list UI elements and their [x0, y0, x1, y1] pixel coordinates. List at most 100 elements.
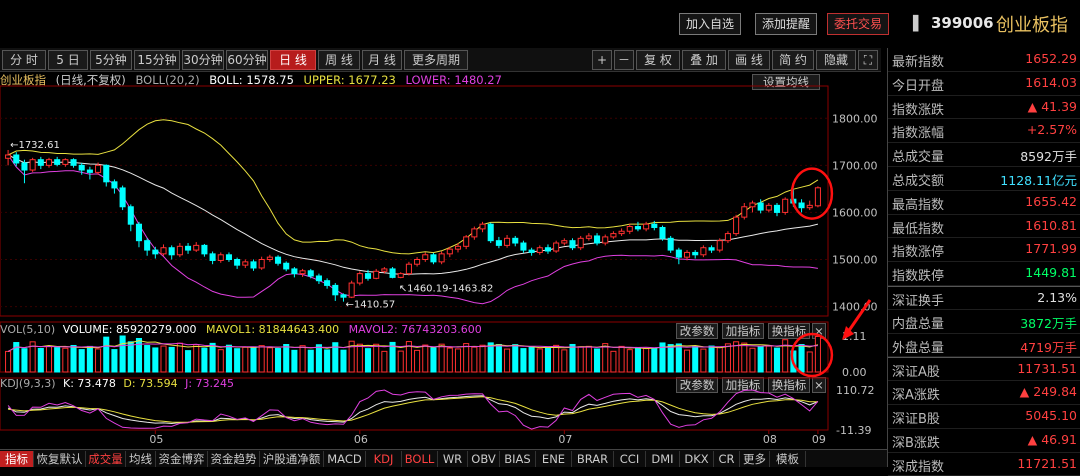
candle-body — [168, 247, 175, 256]
add-alert-button[interactable]: 添加提醒 — [755, 13, 817, 35]
candle-body — [651, 223, 658, 228]
indicator-tab[interactable]: 指标 — [0, 451, 34, 467]
period-tab-5day[interactable]: 5 日 — [48, 50, 88, 70]
candle-body — [5, 154, 12, 159]
period-tab-monthly[interactable]: 月 线 — [362, 50, 402, 70]
candle-body — [274, 256, 282, 264]
candle-body — [667, 237, 674, 251]
indicator-tab[interactable]: CCI — [614, 451, 646, 467]
indicator-tab[interactable]: 资金博弈 — [156, 451, 208, 467]
volume-bar — [553, 344, 560, 373]
volume-bar — [13, 342, 20, 373]
quote-value: ▲ 41.39 — [1027, 98, 1077, 114]
quote-row: 深证B股 5045.10 — [888, 405, 1080, 429]
candle-body — [700, 247, 707, 256]
simple-mode-button[interactable]: 简 约 — [772, 50, 814, 70]
indicator-tab[interactable]: BOLL — [402, 451, 438, 467]
indicator-tab[interactable]: 成交量 — [86, 451, 126, 467]
indicator-tab[interactable]: OBV — [468, 451, 500, 467]
candle-body — [405, 263, 412, 275]
indicator-tab[interactable]: WR — [438, 451, 468, 467]
candle-body — [160, 247, 167, 255]
kdj-add-indicator-button[interactable]: 加指标 — [722, 377, 764, 393]
mavol2-value: MAVOL2: 76743203.600 — [348, 323, 482, 336]
period-tab-15min[interactable]: 15分钟 — [134, 50, 180, 70]
volume-bar — [692, 345, 699, 373]
volume-bar — [193, 344, 200, 373]
period-tab-intraday[interactable]: 分 时 — [2, 50, 46, 70]
candle-body — [144, 240, 151, 251]
period-tab-30min[interactable]: 30分钟 — [182, 50, 224, 70]
volume-bar — [700, 348, 707, 373]
indicator-tab[interactable]: 模板 — [770, 451, 806, 467]
volume-bar — [291, 349, 298, 373]
draw-line-button[interactable]: 画 线 — [728, 50, 770, 70]
indicator-tab[interactable]: 均线 — [126, 451, 156, 467]
quote-label: 深成指数 — [892, 459, 945, 475]
period-tab-weekly[interactable]: 周 线 — [318, 50, 360, 70]
kline-chart[interactable]: 1800.001700.001600.001500.001400.001.110… — [0, 0, 887, 449]
period-tab-more[interactable]: 更多周期 — [404, 50, 468, 70]
fullscreen-icon[interactable]: ⛶ — [858, 50, 878, 70]
trade-button[interactable]: 委托交易 — [827, 13, 889, 35]
quote-row: 深证换手 2.13% — [888, 286, 1080, 310]
volume-bar — [373, 343, 380, 373]
candle-body — [446, 248, 453, 255]
indicator-tab[interactable]: 资金趋势 — [208, 451, 260, 467]
volume-bar — [5, 350, 12, 373]
volume-bar — [446, 347, 453, 373]
volume-bar — [266, 347, 273, 373]
indicator-tab[interactable]: 沪股通净额 — [260, 451, 324, 467]
quote-value: 1128.11亿元 — [1000, 173, 1077, 188]
volume-bar — [70, 344, 77, 373]
vol-add-indicator-button[interactable]: 加指标 — [722, 323, 764, 339]
candle-body — [577, 237, 584, 249]
quote-value: 11731.51 — [1017, 361, 1077, 377]
quote-row: 总成交量 8592万手 — [888, 143, 1080, 167]
overlay-button[interactable]: 叠 加 — [682, 50, 726, 70]
zoom-in-button[interactable]: + — [592, 50, 612, 70]
add-watchlist-button[interactable]: 加入自选 — [679, 13, 741, 35]
quote-value: 1655.42 — [1025, 193, 1077, 209]
kdj-lines — [7, 389, 819, 430]
indicator-tab[interactable]: DKX — [680, 451, 714, 467]
candle-body — [324, 280, 331, 286]
volume-bar — [414, 349, 421, 373]
indicator-tab[interactable]: 恢复默认 — [34, 451, 86, 467]
quote-row: 指数跌停 1449.81 — [888, 262, 1080, 286]
indicator-tab[interactable]: CR — [714, 451, 740, 467]
candle-body — [602, 236, 609, 244]
indicator-tab[interactable]: MACD — [324, 451, 366, 467]
vol-switch-indicator-button[interactable]: 换指标 — [768, 323, 810, 339]
volume-bar — [29, 341, 36, 373]
candle-body — [512, 237, 519, 244]
hide-button[interactable]: 隐藏 — [816, 50, 856, 70]
quote-value: 3872万手 — [1020, 315, 1077, 331]
volume-bar — [274, 348, 282, 373]
candle-body — [135, 223, 143, 242]
quote-value: 11721.51 — [1017, 455, 1077, 471]
indicator-tab[interactable]: 更多 — [740, 451, 770, 467]
date-tick-label: 05 — [149, 433, 163, 446]
candle-body — [479, 223, 486, 230]
indicator-tab[interactable]: BIAS — [500, 451, 536, 467]
highlight-circle — [790, 332, 834, 378]
volume-bar — [217, 349, 224, 373]
quote-label: 深证换手 — [892, 294, 945, 309]
vol-edit-params-button[interactable]: 改参数 — [676, 323, 718, 339]
volume-bar — [504, 348, 511, 373]
volume-bar — [144, 345, 151, 373]
quote-value: 1652.29 — [1025, 51, 1077, 66]
adjust-button[interactable]: 复 权 — [636, 50, 680, 70]
indicator-tab[interactable]: KDJ — [366, 451, 402, 467]
quote-label: 最高指数 — [892, 197, 945, 213]
indicator-tab[interactable]: ENE — [536, 451, 572, 467]
volume-bar — [209, 342, 216, 373]
menu-icon[interactable]: ▌ — [913, 16, 924, 32]
indicator-tab[interactable]: DMI — [646, 451, 680, 467]
period-tab-5min[interactable]: 5分钟 — [90, 50, 132, 70]
indicator-tab[interactable]: BRAR — [572, 451, 614, 467]
period-tab-daily[interactable]: 日 线 — [270, 50, 316, 70]
period-tab-60min[interactable]: 60分钟 — [226, 50, 268, 70]
zoom-out-button[interactable]: － — [614, 50, 634, 70]
